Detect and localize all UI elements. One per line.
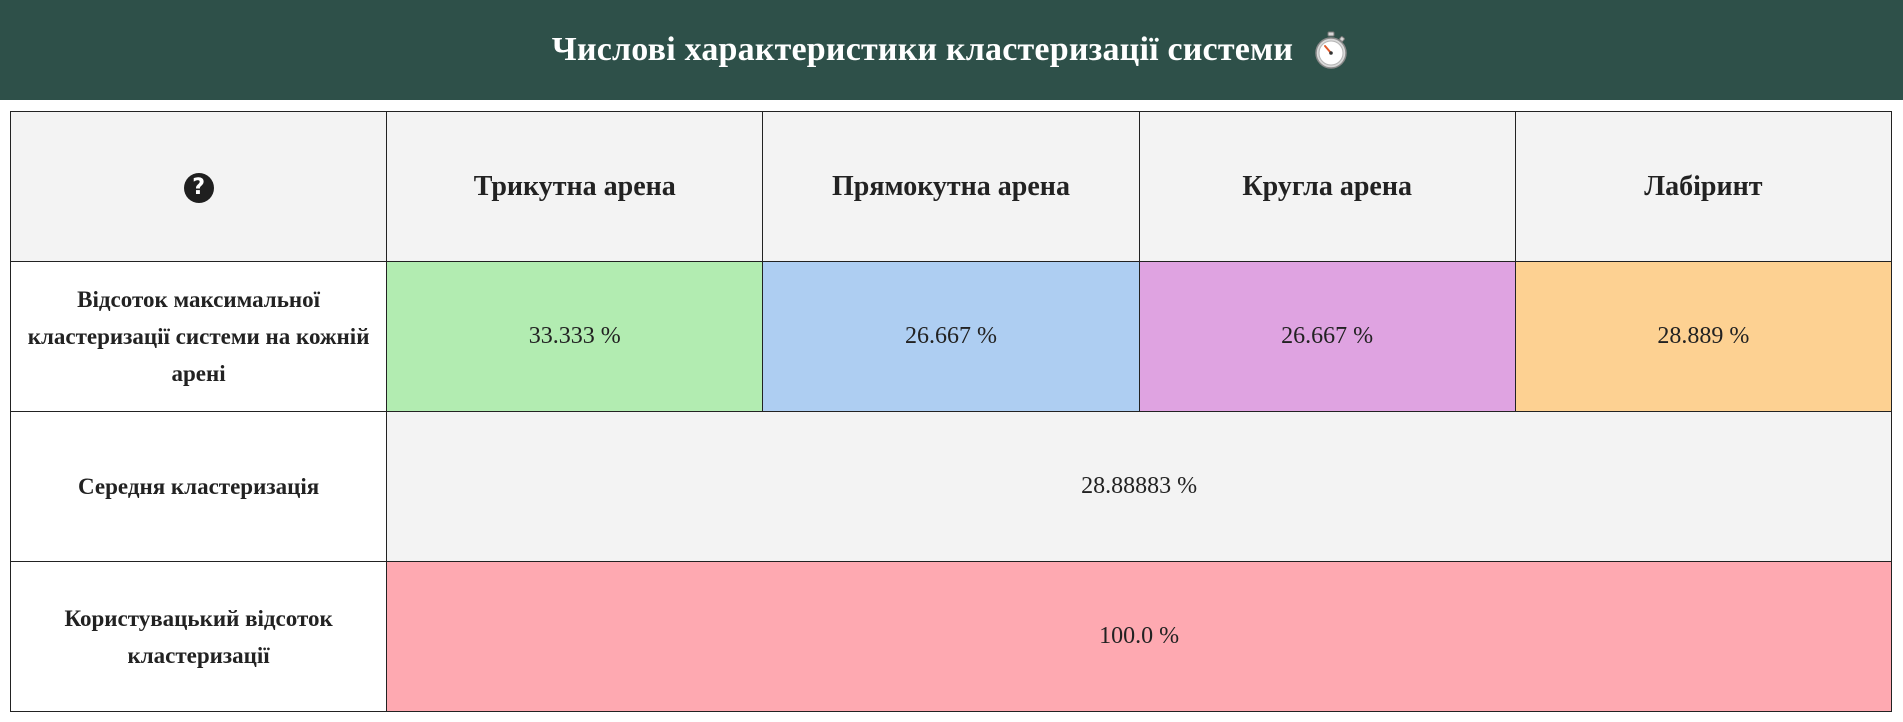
column-header: Кругла арена: [1138, 111, 1516, 262]
row-label: Середня кластеризація: [9, 411, 388, 562]
clusterization-table: ? Трикутна арена Прямокутна арена Кругла…: [9, 111, 1893, 712]
table-header-row: ? Трикутна арена Прямокутна арена Кругла…: [9, 111, 1893, 262]
table-row: Середня кластеризація 28.88883 %: [9, 411, 1892, 562]
user-value-cell: 100.0 %: [386, 561, 1892, 712]
column-header: Лабіринт: [1514, 111, 1893, 262]
row-label: Користувацький відсоток кластеризації: [9, 561, 388, 712]
page-header: Числові характеристики кластеризації сис…: [0, 0, 1903, 100]
corner-cell: ?: [9, 111, 388, 262]
stopwatch-icon: [1311, 30, 1351, 70]
value-cell-round: 26.667 %: [1138, 261, 1516, 412]
value-cell-rectangle: 26.667 %: [762, 261, 1140, 412]
column-header: Прямокутна арена: [762, 111, 1140, 262]
table-row: Користувацький відсоток кластеризації 10…: [9, 561, 1892, 712]
value-cell-labyrinth: 28.889 %: [1514, 261, 1893, 412]
row-label: Відсоток максимальної кластеризації сист…: [9, 261, 388, 412]
table-row: Відсоток максимальної кластеризації сист…: [9, 261, 1893, 412]
average-value-cell: 28.88883 %: [386, 411, 1892, 562]
page-title: Числові характеристики кластеризації сис…: [551, 31, 1294, 68]
question-circle-icon[interactable]: ?: [183, 172, 214, 203]
column-header: Трикутна арена: [386, 111, 764, 262]
value-cell-triangle: 33.333 %: [386, 261, 764, 412]
